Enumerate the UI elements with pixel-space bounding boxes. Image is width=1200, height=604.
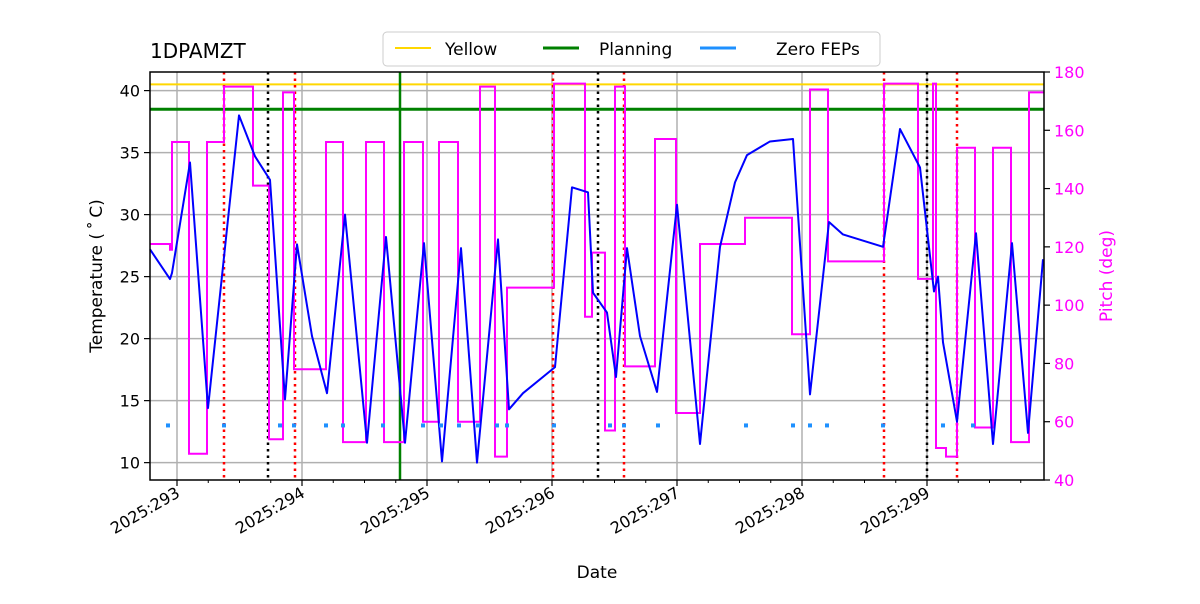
zero-fep-point — [222, 423, 226, 428]
legend: Yellow Planning Zero FEPs — [382, 31, 881, 67]
zero-fep-point — [656, 423, 660, 428]
zero-fep-point — [825, 423, 829, 428]
y-tick-label: 15 — [120, 392, 140, 411]
zero-fep-point — [622, 423, 626, 428]
y-tick-label: 35 — [120, 144, 140, 163]
y-tick-label: 25 — [120, 268, 140, 287]
y-tick-label: 20 — [120, 330, 140, 349]
legend-label-zero-feps: Zero FEPs — [776, 40, 860, 60]
zero-fep-point — [381, 423, 385, 428]
zero-fep-point — [166, 423, 170, 428]
y-tick-label: 40 — [120, 82, 140, 101]
zero-fep-point — [292, 423, 296, 428]
x-tick-label: 2025:299 — [857, 483, 933, 538]
y2-tick-label: 100 — [1054, 296, 1085, 315]
zero-fep-point — [881, 423, 885, 428]
zero-fep-point — [791, 423, 795, 428]
x-tick-label: 2025:298 — [732, 483, 808, 538]
zero-fep-point — [744, 423, 748, 428]
zero-fep-point — [439, 423, 443, 428]
zero-fep-point — [808, 423, 812, 428]
y2-tick-label: 140 — [1054, 180, 1085, 199]
zero-fep-point — [608, 423, 612, 428]
zero-fep-point — [941, 423, 945, 428]
y2-tick-label: 160 — [1054, 121, 1085, 140]
x-tick-label: 2025:294 — [232, 483, 308, 538]
zero-fep-point — [278, 423, 282, 428]
legend-label-yellow: Yellow — [444, 40, 497, 60]
y2-tick-label: 180 — [1054, 63, 1085, 82]
zero-fep-point — [324, 423, 328, 428]
y-axis-label: Temperature ( ˚ C) — [86, 199, 107, 354]
zero-fep-point — [971, 423, 975, 428]
pitch-series — [150, 82, 1044, 458]
zero-fep-point — [505, 423, 509, 428]
y-tick-label: 10 — [120, 454, 140, 473]
x-tick-label: 2025:296 — [482, 483, 558, 538]
zero-fep-point — [421, 423, 425, 428]
legend-label-planning: Planning — [599, 40, 672, 60]
legend-box — [382, 31, 881, 67]
y2-axis-label: Pitch (deg) — [1097, 230, 1117, 322]
x-tick-label: 2025:297 — [607, 483, 683, 538]
x-tick-label: 2025:295 — [357, 483, 433, 538]
chart-marks — [149, 72, 1044, 480]
chart-title: 1DPAMZT — [150, 39, 247, 63]
zero-fep-point — [476, 423, 480, 428]
temperature-series — [149, 114, 1044, 464]
y2-tick-label: 120 — [1054, 238, 1085, 257]
x-tick-label: 2025:293 — [107, 483, 183, 538]
y-tick-label: 30 — [120, 206, 140, 225]
zero-fep-point — [495, 423, 499, 428]
plot-frame — [149, 71, 1045, 481]
y2-tick-label: 60 — [1054, 413, 1074, 432]
y2-tick-label: 80 — [1054, 354, 1074, 373]
zero-fep-point — [457, 423, 461, 428]
zero-fep-point — [341, 423, 345, 428]
y2-tick-label: 40 — [1054, 471, 1074, 490]
x-axis-label: Date — [577, 563, 618, 583]
zero-fep-point — [552, 423, 556, 428]
